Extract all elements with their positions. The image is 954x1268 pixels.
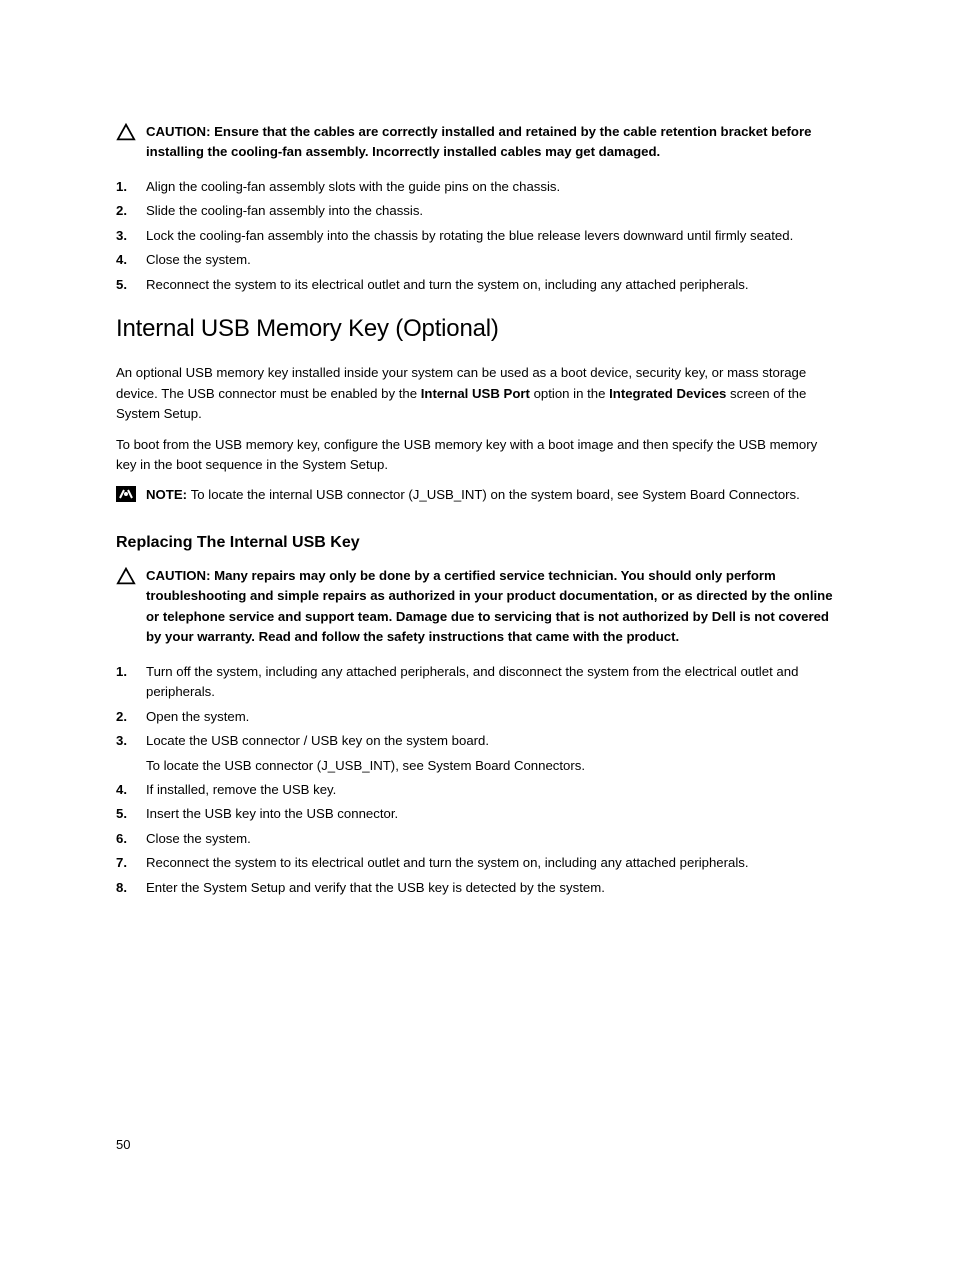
caution-text-1: CAUTION: Ensure that the cables are corr…: [146, 122, 838, 163]
para1-bold2: Integrated Devices: [609, 386, 726, 401]
caution-text-2: CAUTION: Many repairs may only be done b…: [146, 566, 838, 648]
list-item: Close the system.: [116, 829, 838, 849]
list-item: Reconnect the system to its electrical o…: [116, 275, 838, 295]
procedure-list-1: Align the cooling-fan assembly slots wit…: [116, 177, 838, 295]
note-block-1: NOTE: To locate the internal USB connect…: [116, 485, 838, 505]
para1-mid: option in the: [530, 386, 609, 401]
list-item-main: If installed, remove the USB key.: [146, 782, 336, 797]
section-heading: Internal USB Memory Key (Optional): [116, 315, 838, 343]
list-item: Turn off the system, including any attac…: [116, 662, 838, 703]
paragraph-2: To boot from the USB memory key, configu…: [116, 435, 838, 476]
paragraph-1: An optional USB memory key installed ins…: [116, 363, 838, 424]
list-item-sub: To locate the USB connector (J_USB_INT),…: [146, 756, 838, 776]
note-text-1: NOTE: To locate the internal USB connect…: [146, 485, 800, 505]
note-label: NOTE:: [146, 487, 191, 502]
list-item: Close the system.: [116, 250, 838, 270]
list-item-main: Reconnect the system to its electrical o…: [146, 855, 749, 870]
list-item: Locate the USB connector / USB key on th…: [116, 731, 838, 776]
list-item: Reconnect the system to its electrical o…: [116, 853, 838, 873]
list-item: Align the cooling-fan assembly slots wit…: [116, 177, 838, 197]
list-item: Open the system.: [116, 707, 838, 727]
list-item-main: Open the system.: [146, 709, 249, 724]
list-item-main: Insert the USB key into the USB connecto…: [146, 806, 398, 821]
caution-prefix: CAUTION:: [146, 124, 214, 139]
list-item-main: Close the system.: [146, 831, 251, 846]
note-icon: [116, 486, 136, 502]
caution-icon: [116, 123, 136, 141]
caution-body: Many repairs may only be done by a certi…: [146, 568, 833, 644]
list-item-main: Locate the USB connector / USB key on th…: [146, 733, 489, 748]
caution-icon: [116, 567, 136, 585]
list-item: Lock the cooling-fan assembly into the c…: [116, 226, 838, 246]
list-item: Insert the USB key into the USB connecto…: [116, 804, 838, 824]
note-body: To locate the internal USB connector (J_…: [191, 487, 800, 502]
caution-block-1: CAUTION: Ensure that the cables are corr…: [116, 122, 838, 163]
list-item-main: Turn off the system, including any attac…: [146, 664, 798, 699]
para1-bold1: Internal USB Port: [421, 386, 530, 401]
list-item-main: Enter the System Setup and verify that t…: [146, 880, 605, 895]
list-item: Enter the System Setup and verify that t…: [116, 878, 838, 898]
caution-prefix: CAUTION:: [146, 568, 214, 583]
caution-block-2: CAUTION: Many repairs may only be done b…: [116, 566, 838, 648]
procedure-list-2: Turn off the system, including any attac…: [116, 662, 838, 899]
caution-body: Ensure that the cables are correctly ins…: [146, 124, 811, 159]
list-item: Slide the cooling-fan assembly into the …: [116, 201, 838, 221]
subsection-heading: Replacing The Internal USB Key: [116, 534, 838, 552]
list-item: If installed, remove the USB key.: [116, 780, 838, 800]
page-number: 50: [116, 1137, 130, 1152]
